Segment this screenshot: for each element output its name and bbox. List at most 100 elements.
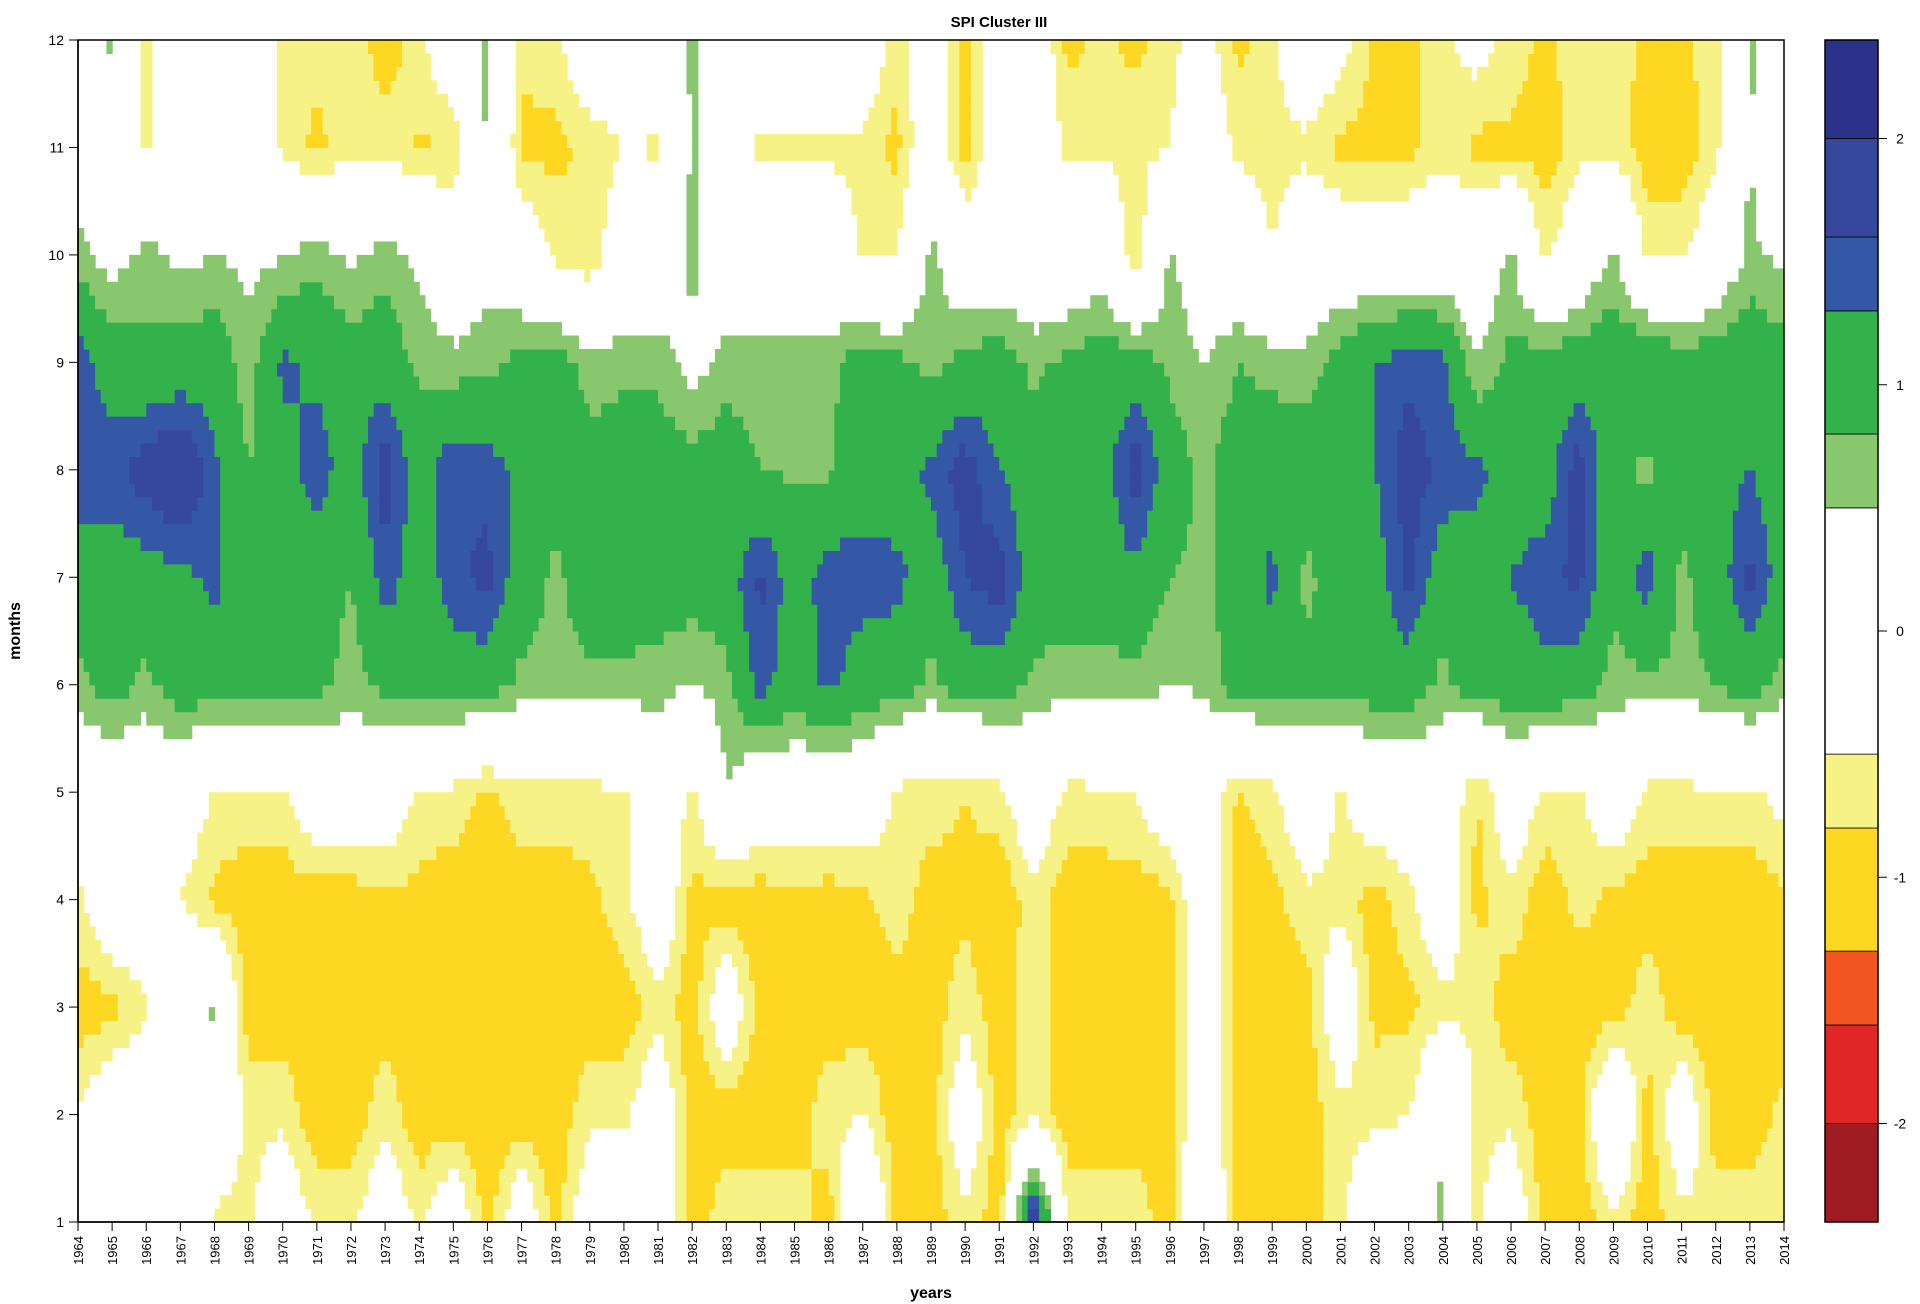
x-tick-label: 2000 — [1299, 1236, 1314, 1265]
contour-band-cell — [242, 402, 255, 417]
contour-band-cell — [1215, 604, 1307, 619]
contour-band-cell — [1351, 939, 1364, 954]
contour-band-cell — [743, 617, 779, 632]
contour-band-cell — [851, 201, 904, 216]
contour-band-cell — [1590, 281, 1626, 296]
contour-band-cell — [328, 442, 363, 457]
contour-band-cell — [493, 577, 506, 592]
contour-band-cell — [510, 550, 551, 565]
contour-band-cell — [555, 254, 602, 269]
contour-band-cell — [817, 1074, 881, 1089]
contour-band-cell — [214, 429, 244, 444]
contour-band-cell — [1368, 980, 1415, 995]
contour-band-cell — [766, 590, 784, 605]
contour-band-cell — [78, 631, 341, 646]
contour-band-cell — [493, 442, 756, 457]
contour-band-cell — [1437, 1195, 1444, 1210]
contour-band-cell — [589, 859, 631, 874]
contour-band-cell — [658, 389, 841, 404]
contour-band-cell — [982, 993, 1017, 1008]
contour-band-cell — [1141, 442, 1154, 457]
contour-band-cell — [697, 980, 716, 995]
contour-band-cell — [891, 1181, 943, 1196]
contour-band-cell — [1050, 939, 1177, 954]
contour-band-cell — [953, 604, 1017, 619]
contour-band-cell — [1493, 993, 1632, 1008]
contour-band-cell — [1698, 631, 1785, 646]
contour-band-cell — [811, 1101, 881, 1116]
contour-band-cell — [1738, 604, 1762, 619]
contour-fill — [78, 40, 1785, 1223]
contour-band-cell — [441, 577, 477, 592]
contour-band-cell — [811, 1195, 835, 1210]
contour-band-cell — [919, 469, 949, 484]
contour-band-cell — [1488, 913, 1524, 928]
contour-band-cell — [1056, 80, 1177, 95]
contour-band-cell — [78, 1007, 119, 1022]
contour-band-cell — [1010, 483, 1114, 498]
contour-band-cell — [1221, 1087, 1233, 1102]
contour-band-cell — [493, 617, 540, 632]
contour-band-cell — [322, 120, 460, 135]
contour-band-cell — [1226, 1208, 1233, 1223]
contour-band-cell — [959, 120, 972, 135]
contour-band-cell — [1499, 268, 1518, 283]
contour-band-cell — [675, 886, 688, 901]
contour-band-cell — [407, 456, 437, 471]
contour-band-cell — [441, 442, 494, 457]
contour-band-cell — [1505, 335, 1529, 350]
contour-band-cell — [1630, 1208, 1666, 1223]
contour-band-cell — [726, 765, 733, 780]
contour-band-cell — [1670, 644, 1700, 659]
contour-band-cell — [1420, 80, 1524, 95]
contour-band-cell — [1493, 980, 1637, 995]
contour-band-cell — [1016, 1020, 1052, 1035]
colorbar-swatch — [1824, 753, 1879, 829]
contour-band-cell — [1323, 1168, 1353, 1183]
contour-band-cell — [1215, 456, 1376, 471]
contour-band-cell — [1550, 174, 1575, 189]
contour-band-cell — [965, 187, 972, 202]
contour-band-cell — [1454, 953, 1501, 968]
contour-band-cell — [902, 322, 1034, 337]
contour-band-cell — [1727, 684, 1762, 699]
contour-band-cell — [1329, 308, 1398, 323]
contour-band-cell — [1755, 577, 1768, 592]
contour-band-cell — [1602, 1020, 1677, 1035]
contour-band-cell — [1124, 214, 1143, 229]
contour-band-cell — [1516, 1141, 1535, 1156]
contour-band-cell — [259, 268, 415, 283]
contour-band-cell — [1596, 429, 1785, 444]
contour-band-cell — [1528, 53, 1558, 68]
contour-band-cell — [731, 671, 756, 686]
contour-band-cell — [1158, 604, 1216, 619]
contour-band-cell — [1647, 590, 1677, 605]
contour-band-cell — [1766, 536, 1785, 552]
contour-band-cell — [106, 308, 204, 323]
contour-band-cell — [515, 832, 631, 847]
contour-band-cell — [1766, 308, 1785, 323]
contour-band-cell — [1505, 1047, 1592, 1062]
contour-band-cell — [407, 496, 437, 511]
contour-band-cell — [1232, 1208, 1324, 1223]
y-axis-label: months — [7, 602, 24, 660]
contour-band-cell — [1596, 684, 1728, 699]
contour-band-cell — [362, 483, 380, 498]
contour-band-cell — [1130, 456, 1142, 471]
contour-band-cell — [936, 1127, 949, 1143]
contour-band-cell — [1300, 563, 1313, 578]
contour-band-cell — [1755, 469, 1785, 484]
contour-band-cell — [1630, 1168, 1643, 1183]
contour-band-cell — [129, 469, 204, 484]
contour-band-cell — [1584, 563, 1597, 578]
contour-band-cell — [1550, 510, 1569, 525]
contour-band-cell — [1141, 536, 1188, 552]
contour-band-cell — [1482, 483, 1558, 498]
contour-band-cell — [1221, 886, 1233, 901]
contour-band-cell — [686, 66, 699, 81]
contour-band-cell — [1516, 1154, 1535, 1169]
contour-band-cell — [544, 1168, 568, 1183]
contour-band-cell — [1533, 160, 1558, 175]
x-tick-label: 1969 — [242, 1236, 257, 1265]
contour-band-cell — [1164, 268, 1177, 283]
